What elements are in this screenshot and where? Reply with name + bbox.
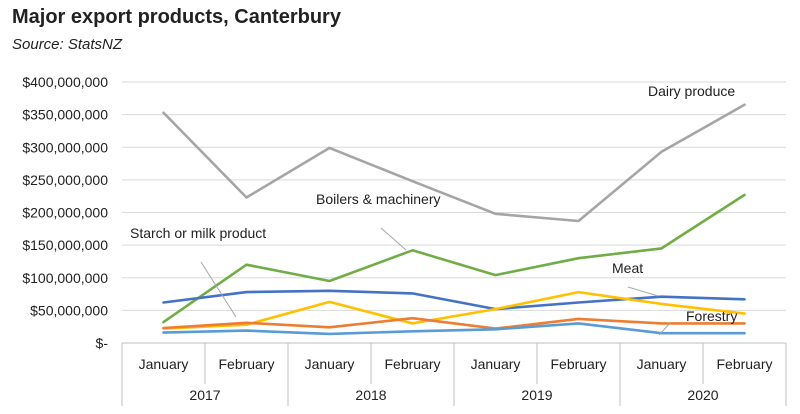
series-line [162,290,746,330]
x-tick-label: February [218,356,274,372]
series-label: Starch or milk product [130,225,266,241]
y-tick-label: $300,000,000 [22,139,108,155]
label-leader-line [658,321,672,336]
series-line [162,322,746,336]
gridlines [122,81,786,311]
x-tick-label: January [305,356,355,372]
x-tick-label: February [384,356,440,372]
y-tick-label: $400,000,000 [22,74,108,90]
series-label: Boilers & machinery [316,191,441,207]
series-labels: Dairy produce Boilers & machinery Starch o… [130,83,737,336]
label-leader-line [627,286,659,297]
series-line [162,103,746,223]
y-tick-label: $250,000,000 [22,172,108,188]
x-tick-label: January [139,356,189,372]
series-lines [162,103,746,336]
label-leader-line [200,261,237,318]
x-group-label: 2020 [687,387,718,403]
x-group-label: 2017 [189,387,220,403]
series-label: Meat [612,260,643,276]
series-line [162,316,746,330]
x-tick-label: February [550,356,606,372]
chart-subtitle: Source: StatsNZ [12,36,123,53]
chart-title: Major export products, Canterbury [12,6,341,28]
y-tick-label: $100,000,000 [22,270,108,286]
y-axis-tick-labels: $- $50,000,000 $100,000,000 $150,000,000 $20… [22,74,108,351]
y-tick-label: $350,000,000 [22,107,108,123]
x-axis: January February January February January Feb… [121,342,787,406]
x-tick-label: February [716,356,772,372]
series-line [162,289,746,311]
x-group-label: 2019 [521,387,552,403]
series-label: Dairy produce [648,83,735,99]
x-tick-label: January [637,356,687,372]
series-label: Forestry [686,308,737,324]
y-tick-label: $50,000,000 [30,302,108,318]
x-tick-label: January [471,356,521,372]
y-tick-label: $- [96,335,109,351]
y-tick-label: $150,000,000 [22,237,108,253]
x-group-label: 2018 [355,387,386,403]
y-tick-label: $200,000,000 [22,205,108,221]
series-line [162,193,746,324]
label-leader-line [380,227,407,251]
